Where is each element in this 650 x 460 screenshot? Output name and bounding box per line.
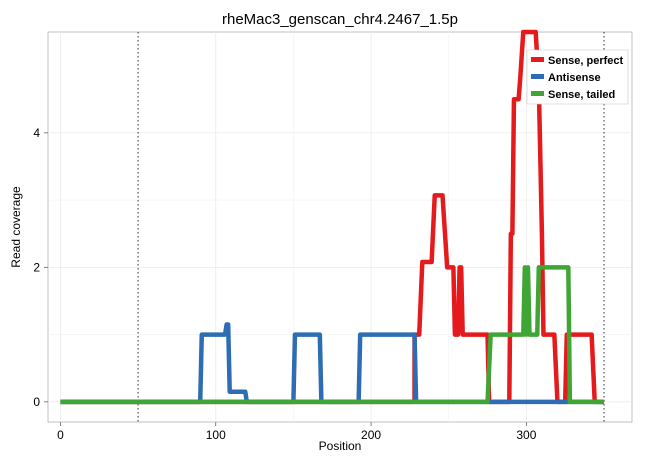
y-axis-ticks: 0 2 4	[33, 126, 48, 409]
series-lines	[60, 29, 605, 405]
x-tick-label: 0	[57, 428, 64, 442]
legend-swatch	[531, 74, 544, 79]
y-tick-label: 4	[33, 126, 40, 140]
x-axis-title: Position	[319, 439, 362, 453]
legend-swatch	[531, 91, 544, 96]
y-axis-title: Read coverage	[9, 186, 23, 268]
x-tick-label: 100	[206, 428, 226, 442]
x-tick-label: 200	[361, 428, 381, 442]
legend-label: Sense, perfect	[548, 55, 624, 67]
legend: Sense, perfect Antisense Sense, tailed	[526, 49, 629, 105]
y-tick-label: 2	[33, 260, 40, 274]
legend-label: Sense, tailed	[548, 89, 615, 101]
legend-label: Antisense	[548, 72, 601, 84]
legend-swatch	[531, 57, 544, 62]
chart-title: rheMac3_genscan_chr4.2467_1.5p	[222, 11, 458, 28]
y-tick-label: 0	[33, 395, 40, 409]
series-line-sense-tailed	[60, 265, 605, 405]
x-axis-ticks: 0 100 200 300	[57, 422, 537, 442]
x-tick-label: 300	[516, 428, 536, 442]
